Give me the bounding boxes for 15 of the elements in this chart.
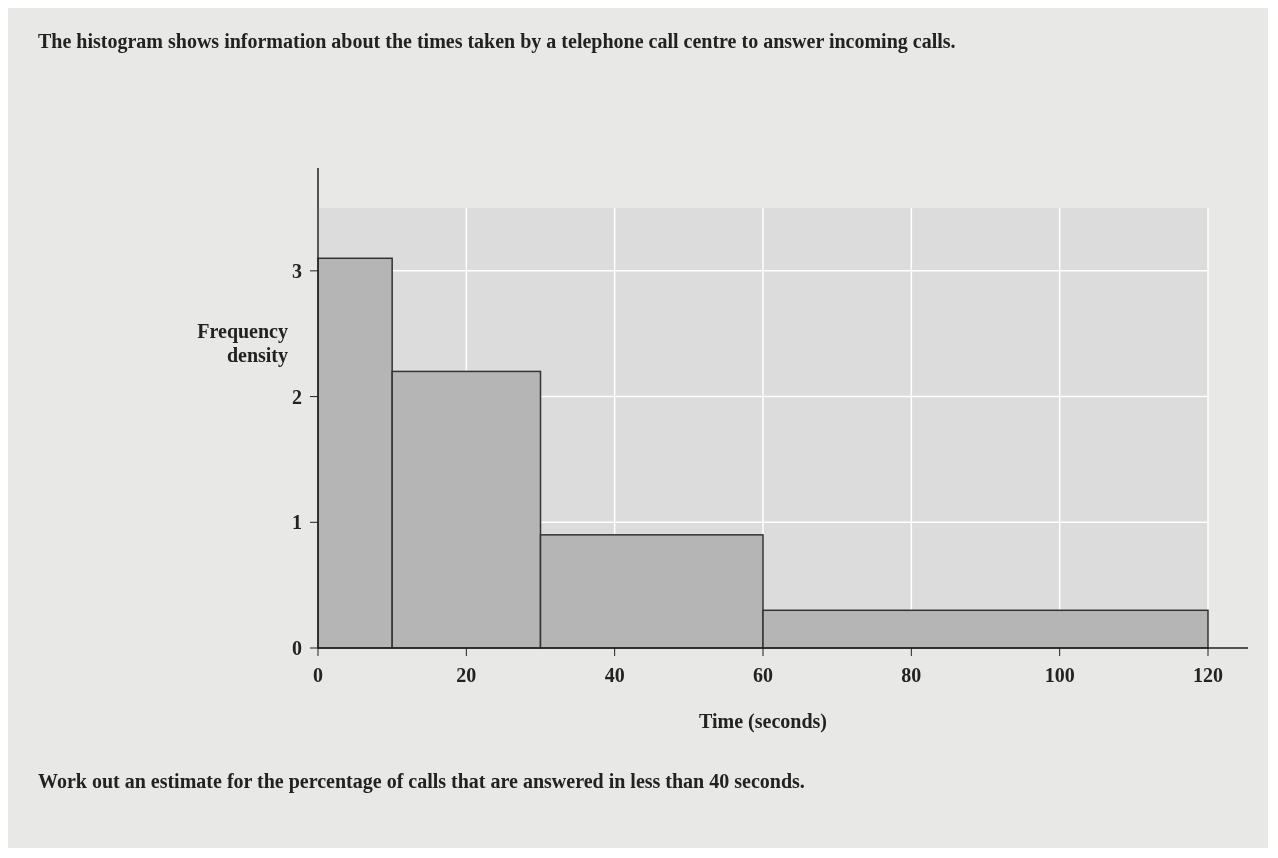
y-tick-label: 1 xyxy=(292,511,302,534)
x-tick-label: 20 xyxy=(456,664,477,686)
y-tick-label: 0 xyxy=(292,637,302,659)
x-tick-label: 40 xyxy=(604,664,625,686)
x-tick-label: 60 xyxy=(753,664,773,686)
y-tick-label: 2 xyxy=(292,385,302,408)
chart-title: The histogram shows information about the times taken by a telephone call centre to answer incoming calls. xyxy=(38,30,956,53)
x-tick-label: 120 xyxy=(1193,664,1223,686)
x-tick-label: 0 xyxy=(313,664,323,686)
x-axis-title: Time (seconds) xyxy=(699,710,827,733)
x-tick-label: 100 xyxy=(1044,664,1075,686)
text: Work out an estimate for the percentage of calls that are answered in less than 40 seconds. xyxy=(38,770,805,793)
y-axis-title: Frequency density xyxy=(197,320,288,367)
y-tick-label: 3 xyxy=(292,259,302,282)
x-tick-label: 80 xyxy=(901,664,922,686)
